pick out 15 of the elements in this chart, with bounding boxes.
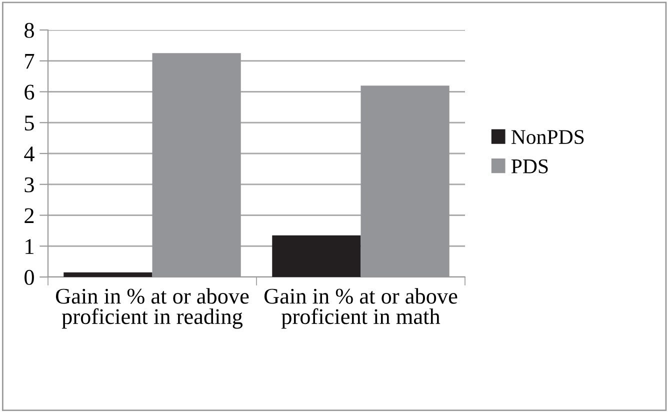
legend-label: PDS	[511, 159, 548, 174]
bar	[272, 235, 361, 277]
y-tick-label: 6	[24, 84, 34, 100]
y-tick-label: 3	[24, 177, 34, 192]
y-tick-label: 8	[24, 22, 34, 38]
bar	[64, 272, 152, 277]
y-tick-label: 7	[25, 54, 34, 69]
y-tick-label: 2	[24, 208, 34, 223]
y-tick-label: 4	[24, 146, 34, 162]
y-tick-label: 5	[24, 116, 34, 131]
y-tick-label: 0	[24, 270, 34, 285]
legend-label: NonPDS	[511, 130, 584, 144]
y-tick-label: 1	[26, 239, 34, 254]
x-tick-label: Gain in % at or above proficient in reading	[56, 288, 249, 329]
x-tick-label: Gain in % at or above proficient in math	[264, 288, 458, 329]
